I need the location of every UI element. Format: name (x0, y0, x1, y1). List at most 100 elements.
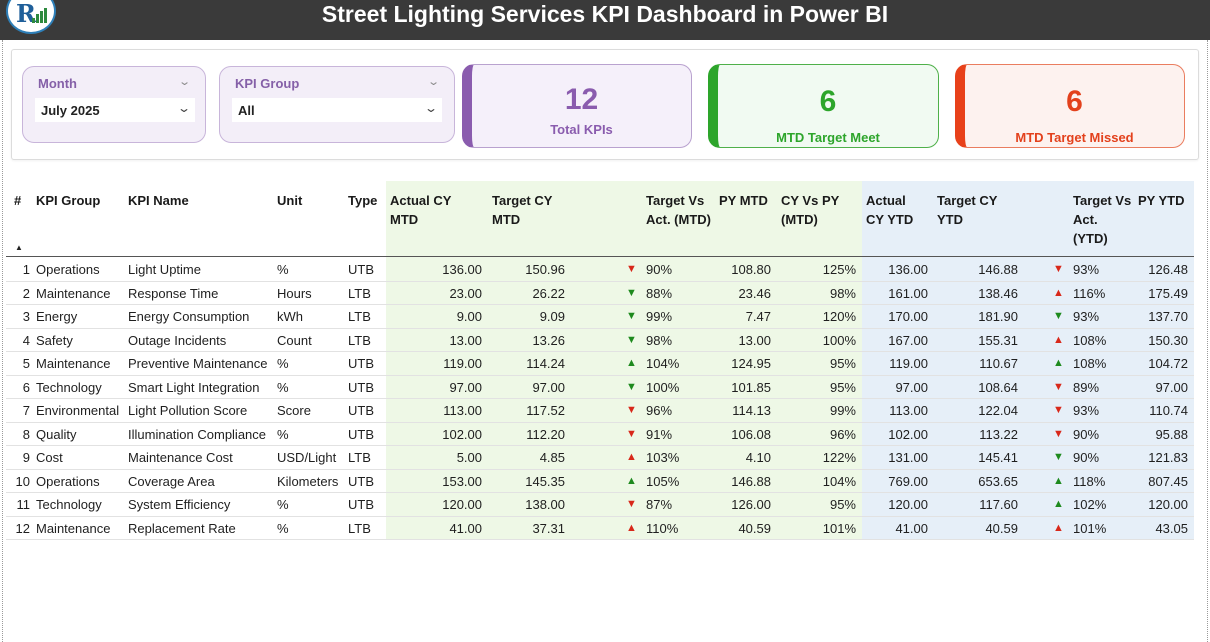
cell-kpi-group: Maintenance (36, 285, 111, 301)
col-header-kpi-group[interactable]: KPI Group (36, 193, 101, 208)
cell-kpi-group: Operations (36, 262, 100, 277)
cell-target-vs-act-ytd: 93% (1073, 309, 1100, 324)
col-header-target-cy-mtd[interactable]: Target CY MTD (492, 193, 553, 227)
table-row[interactable]: 4 Safety Outage Incidents Count LTB 13.00 13.2… (6, 329, 1194, 352)
cell-target-cy-mtd: 150.96 (525, 262, 565, 277)
cell-actual-cy-mtd: 136.00 (442, 262, 482, 277)
cell-unit: % (277, 262, 289, 277)
col-header-actual-cy-ytd[interactable]: Actual CY YTD (866, 193, 914, 227)
sort-ascending-icon[interactable]: ▲ (15, 243, 23, 252)
cell-target-cy-ytd: 122.04 (978, 403, 1018, 418)
col-header-target-vs-act-ytd[interactable]: Target Vs Act. (YTD) (1073, 193, 1132, 246)
cell-target-cy-mtd: 114.24 (526, 356, 565, 371)
cell-num: 6 (22, 379, 30, 395)
cell-target-vs-act-ytd: 90% (1073, 426, 1100, 442)
cell-target-vs-act-ytd: 118% (1073, 473, 1106, 489)
table-row[interactable]: 6 Technology Smart Light Integration% UTB 97… (6, 376, 1194, 399)
table-row[interactable]: 11 Technology System Efficiency% UTB 120.00 1… (6, 493, 1194, 517)
cell-num: 7 (22, 403, 30, 418)
cell-type: UTB (348, 426, 374, 442)
triangle-down-red-icon: ▼ (626, 263, 637, 275)
kpi-group-slicer: KPI Group ⌄ All ⌄ (219, 66, 455, 143)
col-header-num[interactable]: # (14, 193, 22, 208)
cell-target-cy-mtd: 138.00 (525, 497, 565, 512)
col-header-actual-cy-mtd[interactable]: Actual CY MTD (390, 193, 452, 227)
cell-target-vs-act-mtd: 88% (646, 285, 673, 301)
col-header-py-mtd[interactable]: PY MTD (719, 193, 768, 208)
cell-kpi-name: Light Pollution Score (128, 403, 248, 418)
cell-cy-vs-py-mtd: 99% (829, 403, 856, 418)
cell-target-vs-act-ytd: 93% (1073, 403, 1100, 418)
col-header-py-ytd[interactable]: PY YTD (1138, 193, 1185, 208)
triangle-down-red-icon: ▼ (1053, 427, 1064, 440)
triangle-down-green-icon: ▼ (626, 310, 637, 322)
cell-kpi-group: Operations (36, 473, 100, 489)
cell-type: UTB (348, 497, 374, 512)
triangle-up-red-icon: ▲ (626, 521, 637, 534)
chevron-down-icon[interactable]: ⌄ (426, 76, 440, 88)
col-header-target-vs-act-mtd[interactable]: Target Vs Act. (MTD) (646, 193, 711, 227)
cell-target-vs-act-ytd: 108% (1073, 332, 1107, 348)
col-header-unit[interactable]: Unit (277, 193, 303, 208)
cell-target-vs-act-mtd: 87% (646, 497, 673, 512)
chevron-down-icon[interactable]: ⌄ (177, 76, 191, 88)
cell-cy-vs-py-mtd: 101% (822, 520, 856, 536)
cell-actual-cy-ytd: 170.00 (888, 309, 928, 324)
cell-target-cy-mtd: 13.26 (532, 332, 565, 348)
cell-py-ytd: 175.49 (1148, 285, 1188, 301)
cell-actual-cy-mtd: 120.00 (442, 497, 482, 512)
col-header-type[interactable]: Type (348, 193, 378, 208)
cell-kpi-name: Preventive Maintenance (128, 356, 268, 371)
cell-py-mtd: 7.47 (745, 309, 771, 324)
table-row[interactable]: 5 Maintenance Preventive Maintenance% UTB 11… (6, 352, 1194, 376)
col-header-target-cy-ytd[interactable]: Target CY YTD (937, 193, 998, 227)
triangle-up-green-icon: ▲ (1053, 474, 1064, 487)
cell-py-ytd: 95.88 (1155, 426, 1188, 442)
cell-type: LTB (348, 332, 371, 348)
table-row[interactable]: 12 Maintenance Replacement Rate% LTB 41.00 37… (6, 517, 1194, 540)
month-dropdown[interactable]: July 2025 ⌄ (35, 98, 195, 122)
table-row[interactable]: 2 Maintenance Response Time Hours LTB 23.00 26… (6, 282, 1194, 305)
cell-target-vs-act-ytd: 116% (1073, 285, 1106, 301)
triangle-down-red-icon: ▼ (626, 427, 637, 440)
table-row[interactable]: 9 Cost Maintenance Cost USD/Light LTB 5.00 4.8… (6, 446, 1194, 470)
chevron-down-icon[interactable]: ⌄ (423, 101, 439, 115)
cell-cy-vs-py-mtd: 95% (829, 356, 856, 371)
table-row[interactable]: 1 Operations Light Uptime% UTB 136.00 150.96 9… (6, 258, 1194, 282)
cell-target-cy-ytd: 117.60 (979, 497, 1018, 512)
table-row[interactable]: 7 Environmental Light Pollution Score Score… (6, 399, 1194, 423)
chevron-down-icon[interactable]: ⌄ (176, 101, 192, 115)
cell-target-cy-ytd: 181.90 (978, 309, 1018, 324)
cell-kpi-name: Outage Incidents (128, 332, 227, 348)
triangle-down-green-icon: ▼ (626, 380, 637, 393)
cell-unit: % (277, 356, 289, 371)
mtd-column-band (386, 181, 862, 539)
triangle-down-red-icon: ▼ (1053, 380, 1064, 393)
cell-actual-cy-mtd: 23.00 (449, 285, 482, 301)
cell-target-cy-ytd: 145.41 (978, 450, 1018, 465)
mtd-target-meet-card: 6 MTD Target Meet (708, 64, 939, 148)
cell-cy-vs-py-mtd: 95% (829, 497, 856, 512)
cell-py-ytd: 120.00 (1148, 497, 1188, 512)
company-logo: R (6, 0, 56, 34)
cell-py-ytd: 137.70 (1148, 309, 1188, 324)
cell-kpi-group: Technology (36, 497, 102, 512)
col-header-cy-vs-py-mtd[interactable]: CY Vs PY (MTD) (781, 193, 840, 227)
cell-num: 10 (15, 473, 30, 489)
kpi-group-slicer-label: KPI Group (235, 76, 300, 91)
table-row[interactable]: 8 Quality Illumination Compliance% UTB 102.0… (6, 423, 1194, 446)
cell-kpi-name: Smart Light Integration (128, 379, 260, 395)
table-row[interactable]: 3 Energy Energy Consumption kWh LTB 9.00 9.09 9… (6, 305, 1194, 329)
cell-actual-cy-ytd: 113.00 (889, 403, 928, 418)
cell-actual-cy-mtd: 13.00 (449, 332, 482, 348)
kpi-group-dropdown[interactable]: All ⌄ (232, 98, 442, 122)
cell-kpi-group: Energy (36, 309, 78, 324)
cell-target-cy-mtd: 97.00 (532, 379, 565, 395)
cell-kpi-name: Energy Consumption (128, 309, 250, 324)
table-row[interactable]: 10 Operations Coverage Area Kilometers UTB 15… (6, 470, 1194, 493)
col-header-kpi-name[interactable]: KPI Name (128, 193, 189, 208)
cell-actual-cy-ytd: 97.00 (895, 379, 928, 395)
cell-cy-vs-py-mtd: 125% (822, 262, 856, 277)
cell-num: 3 (22, 309, 30, 324)
cell-target-vs-act-mtd: 103% (646, 450, 680, 465)
